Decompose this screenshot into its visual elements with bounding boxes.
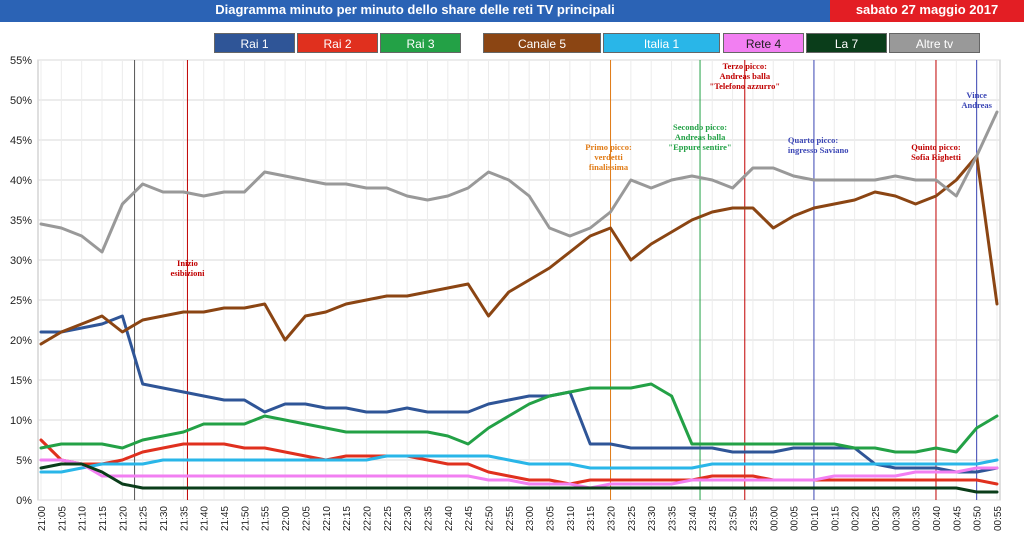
- annotation-label: Terzo picco:: [723, 61, 767, 71]
- y-tick-label: 10%: [10, 415, 32, 427]
- annotation-label: ingresso Saviano: [788, 145, 849, 155]
- x-tick-label: 23:05: [546, 506, 557, 531]
- series-line-la-7: [39, 462, 999, 494]
- x-tick-label: 23:55: [749, 506, 760, 531]
- x-tick-label: 00:15: [830, 506, 841, 531]
- x-tick-label: 00:20: [851, 506, 862, 531]
- annotation-label: verdetti: [594, 152, 623, 162]
- x-tick-label: 00:45: [952, 506, 963, 531]
- legend-item-rai-1: Rai 1: [214, 33, 295, 53]
- legend-item-altre-tv: Altre tv: [889, 33, 980, 53]
- date-bar: [830, 0, 1024, 22]
- x-tick-label: 22:35: [423, 506, 434, 531]
- series-line-canale-5: [39, 154, 999, 346]
- x-tick-label: 22:55: [505, 506, 516, 531]
- y-tick-label: 50%: [10, 95, 32, 107]
- x-tick-label: 21:40: [200, 506, 211, 531]
- annotation-label: Secondo picco:: [673, 122, 727, 132]
- x-tick-label: 21:55: [261, 506, 272, 531]
- x-tick-label: 21:00: [37, 506, 48, 531]
- annotation-label: Quinto picco:: [911, 142, 961, 152]
- y-tick-label: 0%: [16, 495, 32, 507]
- y-tick-label: 45%: [10, 135, 32, 147]
- y-tick-label: 25%: [10, 295, 32, 307]
- x-tick-label: 21:45: [220, 506, 231, 531]
- annotation-label: Andreas balla: [719, 71, 770, 81]
- legend-item-rai-3: Rai 3: [380, 33, 461, 53]
- y-tick-label: 35%: [10, 215, 32, 227]
- legend-item-la-7: La 7: [806, 33, 887, 53]
- annotation-label: Primo picco:: [585, 142, 632, 152]
- x-tick-label: 00:05: [790, 506, 801, 531]
- x-tick-label: 00:10: [810, 506, 821, 531]
- x-tick-label: 23:50: [729, 506, 740, 531]
- x-tick-label: 21:35: [179, 506, 190, 531]
- x-tick-label: 23:15: [586, 506, 597, 531]
- x-tick-label: 00:35: [912, 506, 923, 531]
- annotation-label: Vince: [966, 90, 987, 100]
- x-tick-label: 21:25: [139, 506, 150, 531]
- series-line-rete-4: [39, 458, 999, 490]
- annotation-label: "Telefono azzurro": [709, 81, 780, 91]
- x-tick-label: 21:30: [159, 506, 170, 531]
- plot-area: [37, 59, 1001, 501]
- series-line-italia-1: [39, 454, 999, 474]
- y-tick-label: 20%: [10, 335, 32, 347]
- x-tick-label: 23:10: [566, 506, 577, 531]
- annotation-label: finalissima: [589, 162, 629, 172]
- x-tick-label: 22:15: [342, 506, 353, 531]
- chart-title: Diagramma minuto per minuto dello share …: [215, 2, 615, 17]
- y-tick-label: 55%: [10, 55, 32, 67]
- y-tick-label: 5%: [16, 455, 32, 467]
- x-tick-label: 23:40: [688, 506, 699, 531]
- y-tick-label: 40%: [10, 175, 32, 187]
- x-tick-label: 00:55: [993, 506, 1004, 531]
- x-tick-label: 00:00: [769, 506, 780, 531]
- x-tick-label: 22:10: [322, 506, 333, 531]
- x-tick-label: 22:05: [301, 506, 312, 531]
- annotation-label: Andreas balla: [675, 132, 726, 142]
- annotation-label: esibizioni: [170, 268, 205, 278]
- x-tick-label: 23:25: [627, 506, 638, 531]
- x-tick-label: 23:20: [607, 506, 618, 531]
- y-tick-label: 30%: [10, 255, 32, 267]
- series-line-rai-1: [39, 314, 999, 474]
- x-tick-label: 22:00: [281, 506, 292, 531]
- legend-item-italia-1: Italia 1: [603, 33, 720, 53]
- x-tick-label: 21:10: [78, 506, 89, 531]
- x-tick-label: 21:05: [57, 506, 68, 531]
- annotation-label: Quarto picco:: [788, 135, 838, 145]
- x-tick-label: 22:50: [484, 506, 495, 531]
- x-tick-label: 00:30: [891, 506, 902, 531]
- annotation-label: Inizio: [177, 258, 198, 268]
- series-line-altre-tv: [39, 110, 999, 254]
- x-tick-label: 23:45: [708, 506, 719, 531]
- legend-item-canale-5: Canale 5: [483, 33, 601, 53]
- x-tick-label: 00:50: [973, 506, 984, 531]
- x-tick-label: 23:30: [647, 506, 658, 531]
- x-tick-label: 00:25: [871, 506, 882, 531]
- y-tick-label: 15%: [10, 375, 32, 387]
- annotation-label: Andreas: [961, 100, 992, 110]
- x-tick-label: 22:25: [383, 506, 394, 531]
- annotation-label: Sofia Righetti: [911, 152, 961, 162]
- x-tick-label: 22:20: [362, 506, 373, 531]
- x-tick-label: 22:30: [403, 506, 414, 531]
- x-tick-label: 22:45: [464, 506, 475, 531]
- x-tick-label: 21:15: [98, 506, 109, 531]
- title-bar: [0, 0, 830, 22]
- chart-date: sabato 27 maggio 2017: [855, 2, 999, 17]
- series-line-rai-3: [39, 382, 999, 454]
- legend-item-rai-2: Rai 2: [297, 33, 378, 53]
- x-tick-label: 00:40: [932, 506, 943, 531]
- x-tick-label: 23:00: [525, 506, 536, 531]
- annotation-label: "Eppure sentire": [668, 142, 731, 152]
- legend-item-rete-4: Rete 4: [723, 33, 804, 53]
- x-tick-label: 22:40: [444, 506, 455, 531]
- x-tick-label: 21:20: [118, 506, 129, 531]
- series-line-rai-2: [39, 438, 999, 486]
- x-tick-label: 23:35: [668, 506, 679, 531]
- x-tick-label: 21:50: [240, 506, 251, 531]
